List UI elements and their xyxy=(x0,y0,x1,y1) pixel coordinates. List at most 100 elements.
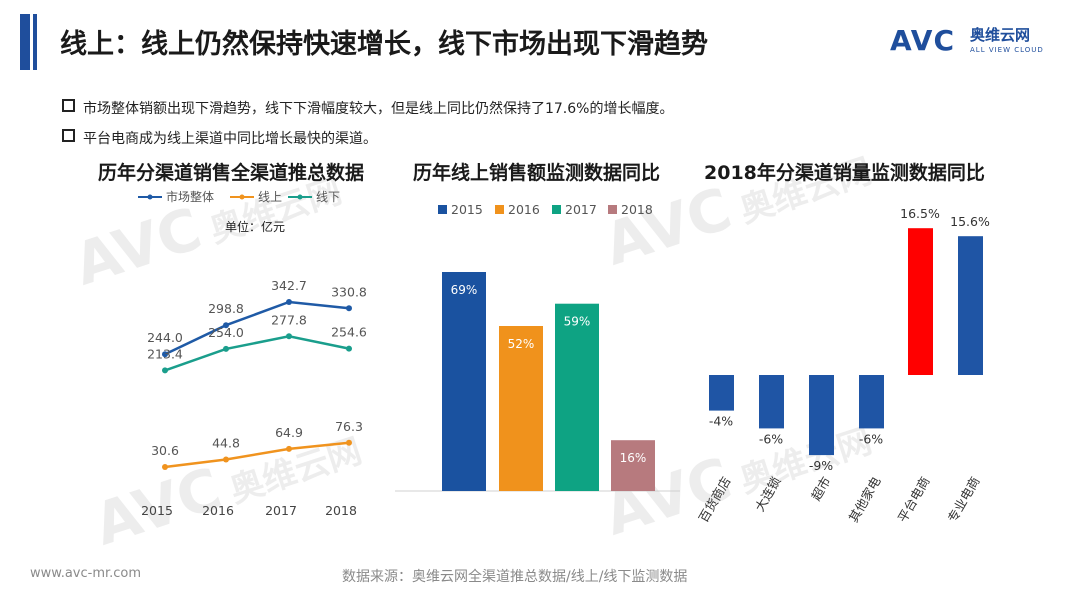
bar xyxy=(859,375,884,429)
data-label: 59% xyxy=(564,315,591,329)
legend-swatch xyxy=(495,205,504,214)
data-point xyxy=(286,333,292,340)
legend-swatch xyxy=(552,205,561,214)
legend-item: 市场整体 xyxy=(138,189,214,204)
data-label: 15.6% xyxy=(950,214,990,229)
data-point xyxy=(162,351,168,358)
bar xyxy=(958,236,983,375)
data-label: 16.5% xyxy=(900,206,940,221)
data-label: 69% xyxy=(451,283,478,297)
legend-item: 线下 xyxy=(288,190,340,204)
data-label: 52% xyxy=(508,337,535,351)
x-tick-label: 超市 xyxy=(808,474,833,503)
series-line xyxy=(164,441,350,469)
bar-chart-online-yoy: 2015 2016 2017 2018 69% 52% 59% 16% xyxy=(395,202,680,492)
bar xyxy=(442,272,486,491)
chart2-title: 历年线上销售额监测数据同比 xyxy=(413,162,661,184)
chart1-unit-label: 单位：亿元 xyxy=(225,219,285,234)
legend-item: 2016 xyxy=(495,202,540,217)
x-tick-label: 百货商店 xyxy=(696,474,734,525)
data-label: -9% xyxy=(809,458,833,473)
bar xyxy=(759,375,784,429)
logo-cn: 奥维云网 xyxy=(970,26,1031,44)
data-point xyxy=(223,345,229,352)
data-label: 244.0 xyxy=(147,330,183,345)
bullet-text: 平台电商成为线上渠道中同比增长最快的渠道。 xyxy=(83,131,377,147)
bullet-item: 市场整体销额出现下滑趋势，线下下滑幅度较大，但是线上同比仍然保持了17.6%的增… xyxy=(62,98,673,118)
bar-chart-channel-yoy: -4% 百货商店 -6% 大连锁 -9%超市 -6% 其他家电 16.5% 平台电商 15.6% 专… xyxy=(696,206,990,525)
chart3-title: 2018年分渠道销量监测数据同比 xyxy=(704,162,985,184)
bar xyxy=(611,440,655,491)
legend-label: 线上 xyxy=(258,190,282,204)
chart1-legend: 市场整体 线上 线下 xyxy=(138,189,340,204)
data-label: 330.8 xyxy=(331,284,367,299)
bar xyxy=(499,326,543,491)
legend-item: 2018 xyxy=(608,202,653,217)
legend-label: 2017 xyxy=(565,202,597,217)
chart2-legend: 2015 2016 2017 2018 xyxy=(438,202,653,217)
data-label: -6% xyxy=(759,431,783,446)
data-label: 277.8 xyxy=(271,312,307,327)
data-label: 254.6 xyxy=(331,325,367,340)
footer-source: 数据来源：奥维云网全渠道推总数据/线上/线下监测数据 xyxy=(342,569,688,585)
x-tick-label: 2015 xyxy=(141,503,173,518)
footer-website: www.avc-mr.com xyxy=(30,566,142,581)
data-label: 16% xyxy=(620,451,647,465)
data-point xyxy=(223,456,229,463)
data-point xyxy=(286,445,292,452)
legend-label: 2015 xyxy=(451,202,483,217)
page-title: 线上：线上仍然保持快速增长，线下市场出现下滑趋势 xyxy=(60,29,708,60)
checkbox-square-icon xyxy=(62,129,75,142)
chart1-title: 历年分渠道销售全渠道推总数据 xyxy=(98,162,365,184)
bullet-item: 平台电商成为线上渠道中同比增长最快的渠道。 xyxy=(62,128,377,148)
legend-label: 线下 xyxy=(316,190,340,204)
title-accent-bar xyxy=(33,14,37,70)
legend-marker xyxy=(239,194,245,200)
legend-item: 线上 xyxy=(230,190,282,204)
legend-marker xyxy=(147,194,153,200)
company-logo: AVC 奥维云网 ALL VIEW CLOUD xyxy=(890,22,1060,60)
data-point xyxy=(346,305,352,312)
data-point xyxy=(346,345,352,352)
legend-label: 市场整体 xyxy=(166,189,214,204)
data-point xyxy=(162,464,168,470)
x-tick-label: 专业电商 xyxy=(945,474,983,525)
x-tick-label: 平台电商 xyxy=(895,474,933,525)
bar xyxy=(709,375,734,411)
data-label: 44.8 xyxy=(212,436,240,451)
bar xyxy=(908,228,933,375)
checkbox-square-icon xyxy=(62,99,75,112)
logo-en: ALL VIEW CLOUD xyxy=(970,46,1044,54)
line-chart: 市场整体 线上 线下 单位：亿元 244.0 298.8 342.7 330.8 30.6 4… xyxy=(138,189,367,518)
data-label: 254.0 xyxy=(208,325,244,340)
legend-label: 2018 xyxy=(621,202,653,217)
bar xyxy=(809,375,834,456)
data-label: 64.9 xyxy=(275,425,303,440)
x-tick-label: 2018 xyxy=(325,503,357,518)
data-label: 298.8 xyxy=(208,301,244,316)
legend-item: 2017 xyxy=(552,202,597,217)
legend-marker xyxy=(297,194,303,200)
x-tick-label: 2017 xyxy=(265,503,297,518)
logo-mark: AVC xyxy=(890,24,955,57)
data-point xyxy=(286,299,292,305)
legend-item: 2015 xyxy=(438,202,483,217)
data-point xyxy=(162,367,168,374)
series-line xyxy=(164,300,350,356)
data-label: 76.3 xyxy=(335,419,363,434)
bullet-text: 市场整体销额出现下滑趋势，线下下滑幅度较大，但是线上同比仍然保持了17.6%的增… xyxy=(83,101,674,117)
data-label: -6% xyxy=(859,431,883,446)
title-accent-bar xyxy=(20,14,30,70)
x-tick-label: 2016 xyxy=(202,503,234,518)
data-label: 30.6 xyxy=(151,443,179,458)
data-label: 342.7 xyxy=(271,278,307,293)
x-tick-label: 大连锁 xyxy=(752,474,784,514)
legend-label: 2016 xyxy=(508,202,540,217)
data-label: -4% xyxy=(709,414,733,429)
x-tick-label: 其他家电 xyxy=(846,474,884,525)
legend-swatch xyxy=(438,205,447,214)
data-label: 213.4 xyxy=(147,346,183,361)
data-point xyxy=(346,439,352,446)
series-line xyxy=(164,335,350,372)
bar xyxy=(555,303,599,491)
